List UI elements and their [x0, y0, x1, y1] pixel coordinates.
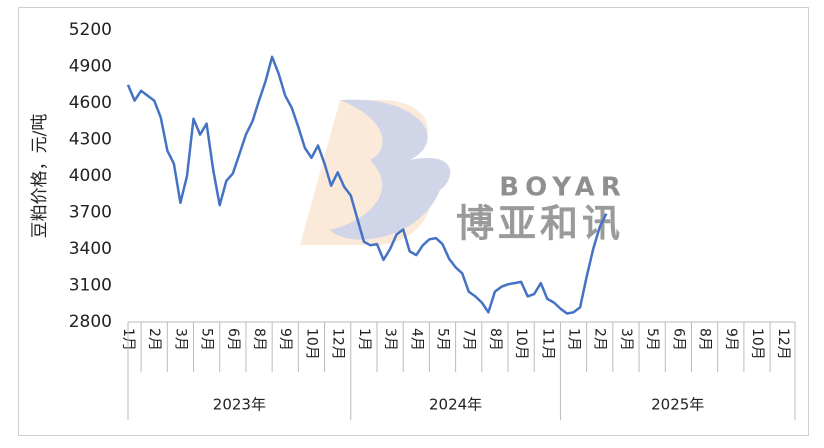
- x-tick-label: 6月: [225, 328, 241, 351]
- x-tick-label: 10月: [513, 328, 529, 360]
- x-tick-label: 3月: [382, 328, 398, 351]
- y-tick-label: 4900: [69, 57, 112, 77]
- x-tick-label: 11月: [539, 328, 555, 360]
- x-group-label: 2025年: [651, 396, 704, 414]
- y-tick-label: 4600: [69, 93, 112, 113]
- x-tick-label: 9月: [723, 328, 739, 351]
- x-tick-label: 8月: [487, 328, 503, 351]
- x-tick-label: 12月: [775, 328, 791, 360]
- x-tick-label: 2月: [592, 328, 608, 351]
- y-tick-label: 4000: [69, 166, 112, 186]
- x-group-label: 2024年: [429, 396, 482, 414]
- x-tick-label: 5月: [199, 328, 215, 351]
- y-tick-label: 2800: [69, 312, 112, 332]
- x-tick-label: 10月: [303, 328, 319, 360]
- x-tick-label: 7月: [461, 328, 477, 351]
- y-tick-label: 5200: [69, 20, 112, 40]
- x-tick-label: 3月: [172, 328, 188, 351]
- y-tick-label: 4300: [69, 130, 112, 150]
- watermark-logo: [300, 99, 451, 245]
- x-tick-label: 10月: [749, 328, 765, 360]
- x-tick-label: 5月: [644, 328, 660, 351]
- x-tick-label: 4月: [408, 328, 424, 351]
- y-tick-label: 3400: [69, 239, 112, 259]
- y-tick-label: 3700: [69, 203, 112, 223]
- x-tick-label: 1月: [566, 328, 582, 351]
- x-tick-label: 12月: [330, 328, 346, 360]
- x-tick-label: 3月: [618, 328, 634, 351]
- watermark-brand: BOYAR: [499, 173, 626, 203]
- x-tick-label: 1月: [356, 328, 372, 351]
- x-tick-label: 5月: [434, 328, 450, 351]
- x-tick-label: 6月: [670, 328, 686, 351]
- y-tick-label: 3100: [69, 276, 112, 296]
- frame: [18, 7, 809, 436]
- y-axis-label: 豆粕价格，元/吨: [30, 114, 50, 239]
- x-tick-label: 8月: [697, 328, 713, 351]
- x-tick-label: 2月: [146, 328, 162, 351]
- x-group-label: 2023年: [213, 396, 266, 414]
- watermark-name: 博亚和讯: [456, 202, 624, 246]
- price-line: [126, 55, 608, 315]
- x-tick-label: 8月: [251, 328, 267, 351]
- x-tick-label: 9月: [277, 328, 293, 351]
